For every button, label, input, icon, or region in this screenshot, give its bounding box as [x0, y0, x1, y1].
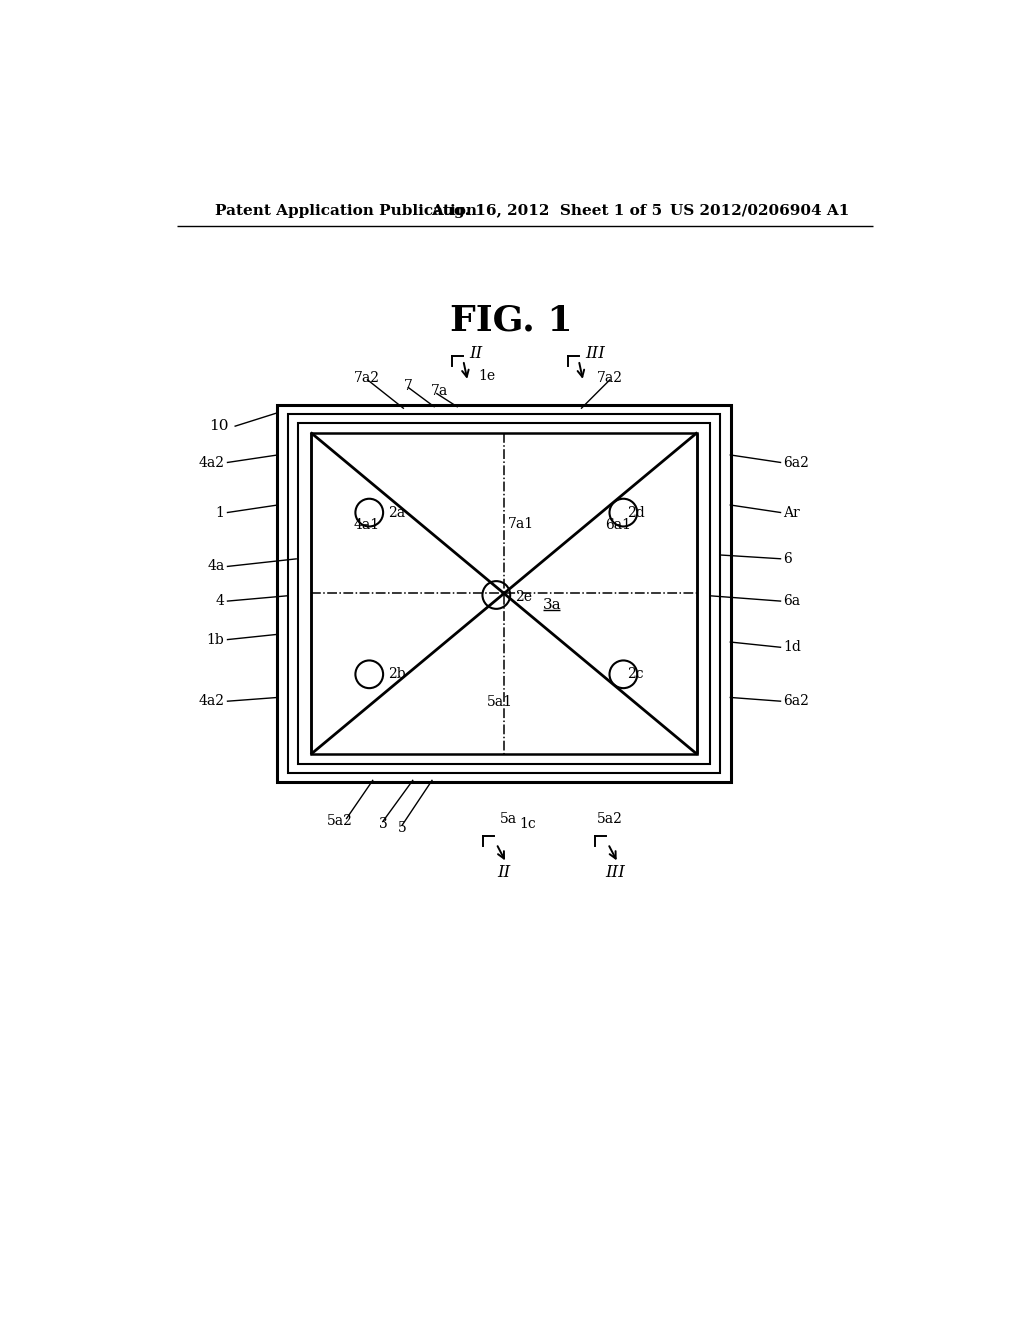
Text: II: II [469, 346, 482, 363]
Text: Patent Application Publication: Patent Application Publication [215, 203, 477, 218]
Text: Aug. 16, 2012  Sheet 1 of 5: Aug. 16, 2012 Sheet 1 of 5 [431, 203, 662, 218]
Bar [298, 424, 710, 763]
Text: 4: 4 [216, 594, 224, 609]
Text: Ar: Ar [783, 506, 801, 520]
Text: 1c: 1c [519, 817, 537, 832]
Text: 1e: 1e [478, 368, 496, 383]
Text: 4a2: 4a2 [199, 455, 224, 470]
Text: 2e: 2e [515, 590, 532, 605]
Bar [276, 405, 731, 781]
Text: 3: 3 [379, 817, 387, 832]
Text: 5a1: 5a1 [487, 696, 513, 709]
Text: US 2012/0206904 A1: US 2012/0206904 A1 [670, 203, 849, 218]
Text: II: II [498, 863, 511, 880]
Text: III: III [606, 863, 626, 880]
Text: 5a: 5a [500, 812, 517, 826]
Bar [310, 433, 697, 754]
Text: 2b: 2b [388, 668, 407, 681]
Text: 1d: 1d [783, 640, 802, 655]
Text: 5a2: 5a2 [327, 813, 353, 828]
Text: 7a1: 7a1 [508, 517, 534, 531]
Text: 6a2: 6a2 [783, 694, 809, 709]
Text: 10: 10 [209, 420, 228, 433]
Bar [288, 414, 720, 774]
Text: 6a1: 6a1 [605, 517, 631, 532]
Text: 2a: 2a [388, 506, 406, 520]
Text: 5a2: 5a2 [596, 812, 623, 826]
Text: 6a: 6a [783, 594, 801, 609]
Text: 4a1: 4a1 [353, 517, 379, 532]
Text: 6a2: 6a2 [783, 455, 809, 470]
Text: 2d: 2d [628, 506, 645, 520]
Text: 4a2: 4a2 [199, 694, 224, 709]
Text: 3a: 3a [543, 598, 561, 612]
Text: 6: 6 [783, 552, 793, 566]
Text: 7a2: 7a2 [354, 371, 380, 385]
Text: 7: 7 [403, 379, 413, 392]
Text: 4a: 4a [207, 560, 224, 573]
Text: 7a2: 7a2 [596, 371, 623, 385]
Text: 5: 5 [397, 821, 407, 836]
Text: FIG. 1: FIG. 1 [451, 304, 572, 337]
Text: 1: 1 [216, 506, 224, 520]
Text: III: III [585, 346, 605, 363]
Text: 1b: 1b [207, 632, 224, 647]
Text: 7a: 7a [431, 384, 449, 397]
Text: 2c: 2c [628, 668, 644, 681]
